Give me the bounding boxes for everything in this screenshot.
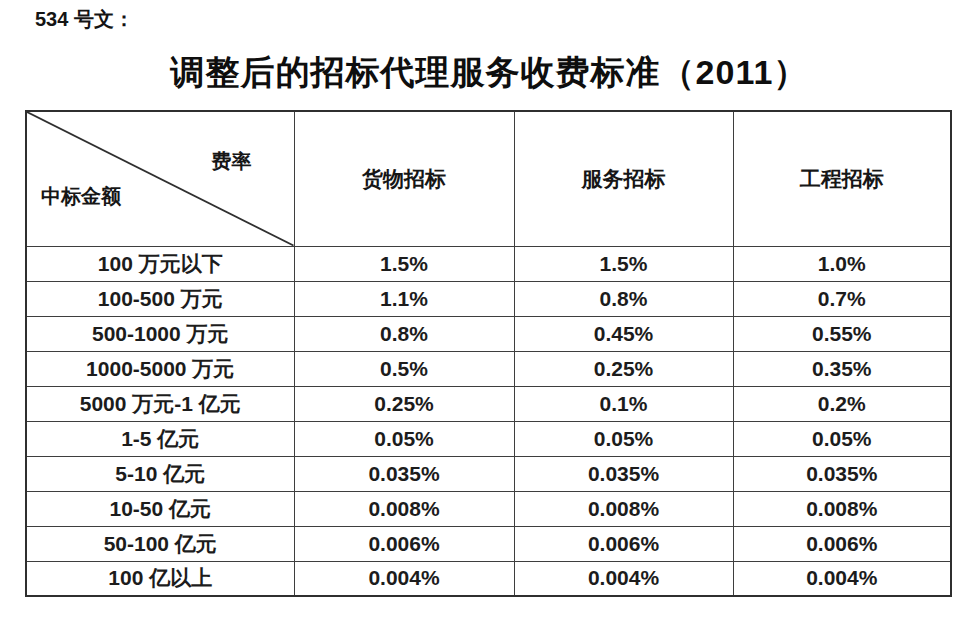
rate-value: 0.1% (514, 386, 733, 421)
row-label: 100 亿以上 (26, 561, 294, 596)
corner-label-amount: 中标金额 (41, 183, 121, 210)
row-label: 50-100 亿元 (26, 526, 294, 561)
row-label: 5-10 亿元 (26, 456, 294, 491)
rate-value: 0.006% (514, 526, 733, 561)
rate-value: 1.5% (514, 246, 733, 281)
rate-value: 0.004% (294, 561, 514, 596)
row-label: 1-5 亿元 (26, 421, 294, 456)
rate-value: 1.1% (294, 281, 514, 316)
rate-value: 0.004% (514, 561, 733, 596)
rate-value: 0.7% (733, 281, 951, 316)
table-row: 5-10 亿元 0.035% 0.035% 0.035% (26, 456, 951, 491)
rate-value: 0.25% (514, 351, 733, 386)
table-row: 100 亿以上 0.004% 0.004% 0.004% (26, 561, 951, 596)
table-row: 100 万元以下 1.5% 1.5% 1.0% (26, 246, 951, 281)
rate-value: 0.8% (294, 316, 514, 351)
rate-value: 0.035% (294, 456, 514, 491)
column-header-goods: 货物招标 (294, 111, 514, 246)
rate-value: 0.25% (294, 386, 514, 421)
rate-value: 0.05% (733, 421, 951, 456)
rate-value: 0.004% (733, 561, 951, 596)
table-row: 100-500 万元 1.1% 0.8% 0.7% (26, 281, 951, 316)
table-row: 1-5 亿元 0.05% 0.05% 0.05% (26, 421, 951, 456)
document-page: 534 号文： 调整后的招标代理服务收费标准（2011） 费率 中标金额 货物招… (0, 0, 979, 629)
document-number-label: 534 号文： (35, 6, 134, 33)
corner-label-rate: 费率 (212, 148, 252, 175)
row-label: 100-500 万元 (26, 281, 294, 316)
rate-value: 0.008% (514, 491, 733, 526)
rate-value: 1.5% (294, 246, 514, 281)
row-label: 5000 万元-1 亿元 (26, 386, 294, 421)
rate-value: 0.035% (733, 456, 951, 491)
table-row: 50-100 亿元 0.006% 0.006% 0.006% (26, 526, 951, 561)
table-row: 10-50 亿元 0.008% 0.008% 0.008% (26, 491, 951, 526)
rate-value: 0.008% (733, 491, 951, 526)
table-row: 5000 万元-1 亿元 0.25% 0.1% 0.2% (26, 386, 951, 421)
rate-value: 0.006% (294, 526, 514, 561)
row-label: 100 万元以下 (26, 246, 294, 281)
rate-value: 0.035% (514, 456, 733, 491)
rate-value: 0.5% (294, 351, 514, 386)
rate-value: 0.55% (733, 316, 951, 351)
rate-value: 0.2% (733, 386, 951, 421)
rate-value: 0.35% (733, 351, 951, 386)
column-header-services: 服务招标 (514, 111, 733, 246)
table-corner-cell: 费率 中标金额 (26, 111, 294, 246)
row-label: 10-50 亿元 (26, 491, 294, 526)
diagonal-divider-line (27, 112, 294, 246)
rate-value: 0.05% (514, 421, 733, 456)
row-label: 1000-5000 万元 (26, 351, 294, 386)
rate-value: 1.0% (733, 246, 951, 281)
rate-value: 0.45% (514, 316, 733, 351)
fee-rate-table: 费率 中标金额 货物招标 服务招标 工程招标 100 万元以下 1.5% 1.5… (25, 110, 952, 597)
rate-value: 0.8% (514, 281, 733, 316)
rate-value: 0.05% (294, 421, 514, 456)
row-label: 500-1000 万元 (26, 316, 294, 351)
rate-value: 0.008% (294, 491, 514, 526)
page-title: 调整后的招标代理服务收费标准（2011） (0, 50, 979, 96)
rate-value: 0.006% (733, 526, 951, 561)
table-row: 500-1000 万元 0.8% 0.45% 0.55% (26, 316, 951, 351)
table-row: 1000-5000 万元 0.5% 0.25% 0.35% (26, 351, 951, 386)
table-header-row: 费率 中标金额 货物招标 服务招标 工程招标 (26, 111, 951, 246)
column-header-engineering: 工程招标 (733, 111, 951, 246)
